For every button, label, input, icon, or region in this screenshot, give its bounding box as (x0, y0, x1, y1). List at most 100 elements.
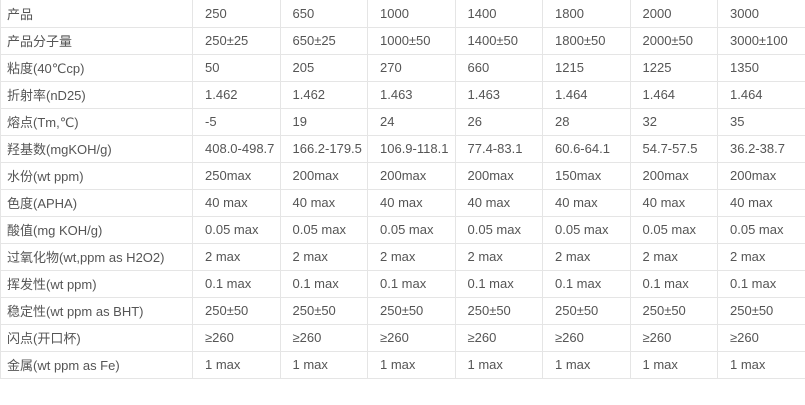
row-label: 折射率(nD25) (0, 80, 193, 109)
value-cell: 1 max (192, 350, 281, 379)
value-cell: 1225 (629, 53, 718, 82)
value-cell: 40 max (629, 188, 718, 217)
value-cell: 250±50 (279, 296, 368, 325)
value-cell: 0.05 max (279, 215, 368, 244)
value-cell: 200max (629, 161, 718, 190)
product-spec-table: 产品 250 650 1000 1400 1800 2000 3000 产品分子量 250±25 6… (0, 0, 805, 379)
value-cell: 150max (542, 161, 631, 190)
value-cell: 40 max (542, 188, 631, 217)
value-cell: 2 max (279, 242, 368, 271)
value-cell: 77.4-83.1 (454, 134, 543, 163)
value-cell: 250±50 (717, 296, 805, 325)
row-label: 粘度(40℃cp) (0, 53, 193, 82)
value-cell: ≥260 (279, 323, 368, 352)
value-cell: 250±50 (192, 296, 281, 325)
value-cell: 1.462 (192, 80, 281, 109)
column-header: 650 (279, 0, 368, 28)
value-cell: ≥260 (192, 323, 281, 352)
value-cell: 200max (717, 161, 805, 190)
value-cell: 1 max (279, 350, 368, 379)
value-cell: 0.05 max (367, 215, 456, 244)
value-cell: 200max (454, 161, 543, 190)
row-label: 稳定性(wt ppm as BHT) (0, 296, 193, 325)
value-cell: 2 max (717, 242, 805, 271)
column-header: 2000 (629, 0, 718, 28)
column-header: 3000 (717, 0, 805, 28)
row-label: 产品分子量 (0, 26, 193, 55)
value-cell: 19 (279, 107, 368, 136)
value-cell: -5 (192, 107, 281, 136)
table-row: 色度(APHA) 40 max 40 max 40 max 40 max 40 max 40… (0, 188, 805, 217)
row-label: 水份(wt ppm) (0, 161, 193, 190)
value-cell: 200max (279, 161, 368, 190)
value-cell: 205 (279, 53, 368, 82)
value-cell: 28 (542, 107, 631, 136)
value-cell: 54.7-57.5 (629, 134, 718, 163)
value-cell: 35 (717, 107, 805, 136)
value-cell: ≥260 (629, 323, 718, 352)
value-cell: 0.05 max (717, 215, 805, 244)
row-label: 闪点(开口杯) (0, 323, 193, 352)
row-label: 熔点(Tm,℃) (0, 107, 193, 136)
row-label: 金属(wt ppm as Fe) (0, 350, 193, 379)
value-cell: 0.1 max (717, 269, 805, 298)
value-cell: 270 (367, 53, 456, 82)
value-cell: 2000±50 (629, 26, 718, 55)
table-row: 稳定性(wt ppm as BHT) 250±50 250±50 250±50 250±… (0, 296, 805, 325)
value-cell: 40 max (192, 188, 281, 217)
value-cell: 650±25 (279, 26, 368, 55)
value-cell: 2 max (542, 242, 631, 271)
value-cell: 1.463 (454, 80, 543, 109)
value-cell: 0.05 max (454, 215, 543, 244)
value-cell: 1.464 (542, 80, 631, 109)
value-cell: 1.464 (717, 80, 805, 109)
value-cell: 1.464 (629, 80, 718, 109)
value-cell: ≥260 (717, 323, 805, 352)
value-cell: 200max (367, 161, 456, 190)
value-cell: 3000±100 (717, 26, 805, 55)
value-cell: 0.1 max (279, 269, 368, 298)
table-row: 粘度(40℃cp) 50 205 270 660 1215 1225 1350 (0, 53, 805, 82)
value-cell: 1000±50 (367, 26, 456, 55)
value-cell: 40 max (279, 188, 368, 217)
value-cell: 0.1 max (454, 269, 543, 298)
column-header: 1000 (367, 0, 456, 28)
row-label: 色度(APHA) (0, 188, 193, 217)
value-cell: 0.1 max (542, 269, 631, 298)
value-cell: 2 max (629, 242, 718, 271)
row-label: 挥发性(wt ppm) (0, 269, 193, 298)
value-cell: 40 max (717, 188, 805, 217)
value-cell: 250±50 (454, 296, 543, 325)
value-cell: 250±50 (629, 296, 718, 325)
value-cell: 40 max (367, 188, 456, 217)
value-cell: 250±25 (192, 26, 281, 55)
value-cell: 1 max (454, 350, 543, 379)
value-cell: 2 max (192, 242, 281, 271)
table-row: 水份(wt ppm) 250max 200max 200max 200max 150max… (0, 161, 805, 190)
value-cell: 1 max (629, 350, 718, 379)
value-cell: 1 max (367, 350, 456, 379)
value-cell: 660 (454, 53, 543, 82)
value-cell: ≥260 (542, 323, 631, 352)
table-row: 闪点(开口杯) ≥260 ≥260 ≥260 ≥260 ≥260 ≥260 ≥260 (0, 323, 805, 352)
table-row: 羟基数(mgKOH/g) 408.0-498.7 166.2-179.5 106.9-… (0, 134, 805, 163)
value-cell: 0.05 max (192, 215, 281, 244)
value-cell: 250max (192, 161, 281, 190)
column-header: 250 (192, 0, 281, 28)
value-cell: 1350 (717, 53, 805, 82)
value-cell: 2 max (367, 242, 456, 271)
spec-table-body: 产品 250 650 1000 1400 1800 2000 3000 产品分子量 250±25 6… (0, 0, 805, 379)
value-cell: ≥260 (454, 323, 543, 352)
row-label: 酸值(mg KOH/g) (0, 215, 193, 244)
value-cell: 2 max (454, 242, 543, 271)
row-label: 羟基数(mgKOH/g) (0, 134, 193, 163)
value-cell: 0.05 max (629, 215, 718, 244)
value-cell: 106.9-118.1 (367, 134, 456, 163)
corner-header-label: 产品 (0, 0, 193, 28)
table-row: 金属(wt ppm as Fe) 1 max 1 max 1 max 1 max 1 ma… (0, 350, 805, 379)
column-header: 1800 (542, 0, 631, 28)
value-cell: 1.462 (279, 80, 368, 109)
value-cell: 0.05 max (542, 215, 631, 244)
value-cell: 250±50 (367, 296, 456, 325)
